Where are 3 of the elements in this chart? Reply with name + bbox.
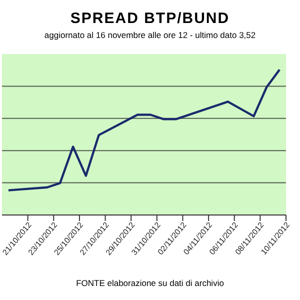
source-note: FONTE elaborazione su dati di archivio	[75, 278, 225, 288]
chart-subtitle: aggiornato al 16 novembre alle ore 12 - ultimo dato 3,52	[43, 30, 257, 40]
chart-title: SPREAD BTP/BUND	[69, 10, 231, 27]
